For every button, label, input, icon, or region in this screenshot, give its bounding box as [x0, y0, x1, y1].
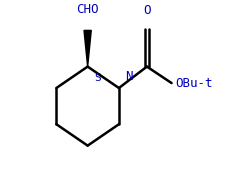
Text: CHO: CHO: [76, 3, 98, 16]
Text: N: N: [125, 70, 132, 83]
Text: OBu-t: OBu-t: [174, 77, 212, 90]
Text: S: S: [94, 73, 100, 83]
Polygon shape: [84, 30, 91, 67]
Text: O: O: [142, 4, 150, 17]
